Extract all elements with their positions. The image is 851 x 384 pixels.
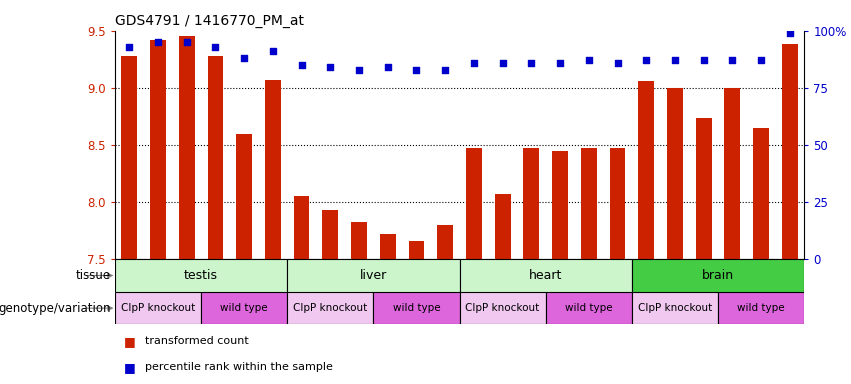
Point	[668, 57, 682, 63]
Bar	[287, 259, 460, 292]
Bar	[466, 148, 482, 259]
Bar	[201, 292, 287, 324]
Text: tissue: tissue	[76, 269, 111, 282]
Bar	[122, 56, 137, 259]
Point	[783, 30, 797, 36]
Point	[180, 39, 193, 45]
Bar	[782, 45, 797, 259]
Text: percentile rank within the sample: percentile rank within the sample	[145, 362, 333, 372]
Point	[467, 60, 481, 66]
Bar	[265, 80, 281, 259]
Text: heart: heart	[529, 269, 563, 282]
Point	[697, 57, 711, 63]
Bar	[753, 128, 769, 259]
Bar	[460, 292, 545, 324]
Point	[381, 64, 395, 70]
Text: wild type: wild type	[737, 303, 785, 313]
Point	[438, 66, 452, 73]
Bar	[437, 225, 453, 259]
Bar	[287, 292, 374, 324]
Text: wild type: wild type	[565, 303, 613, 313]
Point	[553, 60, 567, 66]
Point	[409, 66, 423, 73]
Point	[237, 55, 251, 61]
Point	[754, 57, 768, 63]
Point	[151, 39, 165, 45]
Text: wild type: wild type	[392, 303, 440, 313]
Text: liver: liver	[360, 269, 387, 282]
Bar	[150, 40, 166, 259]
Bar	[115, 259, 287, 292]
Point	[726, 57, 740, 63]
Bar	[237, 134, 252, 259]
Bar	[351, 222, 367, 259]
Bar	[460, 259, 631, 292]
Bar	[380, 234, 396, 259]
Bar	[374, 292, 460, 324]
Bar	[724, 88, 740, 259]
Point	[266, 48, 280, 55]
Point	[582, 57, 596, 63]
Bar	[631, 259, 804, 292]
Text: genotype/variation: genotype/variation	[0, 302, 111, 314]
Bar	[408, 241, 425, 259]
Text: ClpP knockout: ClpP knockout	[293, 303, 368, 313]
Bar	[581, 148, 597, 259]
Point	[496, 60, 510, 66]
Bar	[696, 118, 711, 259]
Text: testis: testis	[184, 269, 218, 282]
Bar	[323, 210, 338, 259]
Point	[208, 44, 222, 50]
Point	[639, 57, 653, 63]
Bar	[638, 81, 654, 259]
Bar	[115, 292, 201, 324]
Bar	[179, 36, 195, 259]
Bar	[494, 194, 511, 259]
Text: brain: brain	[702, 269, 734, 282]
Text: ClpP knockout: ClpP knockout	[465, 303, 540, 313]
Bar	[545, 292, 631, 324]
Text: ClpP knockout: ClpP knockout	[121, 303, 195, 313]
Bar	[294, 196, 310, 259]
Point	[294, 62, 308, 68]
Text: ■: ■	[123, 334, 135, 348]
Point	[611, 60, 625, 66]
Point	[323, 64, 337, 70]
Text: wild type: wild type	[220, 303, 268, 313]
Bar	[718, 292, 804, 324]
Point	[123, 44, 136, 50]
Text: ClpP knockout: ClpP knockout	[637, 303, 712, 313]
Point	[352, 66, 366, 73]
Point	[524, 60, 538, 66]
Bar	[523, 148, 540, 259]
Bar	[667, 88, 683, 259]
Bar	[631, 292, 718, 324]
Text: ■: ■	[123, 361, 135, 374]
Text: transformed count: transformed count	[145, 336, 248, 346]
Bar	[552, 151, 568, 259]
Text: GDS4791 / 1416770_PM_at: GDS4791 / 1416770_PM_at	[115, 14, 304, 28]
Bar	[609, 148, 625, 259]
Bar	[208, 56, 223, 259]
